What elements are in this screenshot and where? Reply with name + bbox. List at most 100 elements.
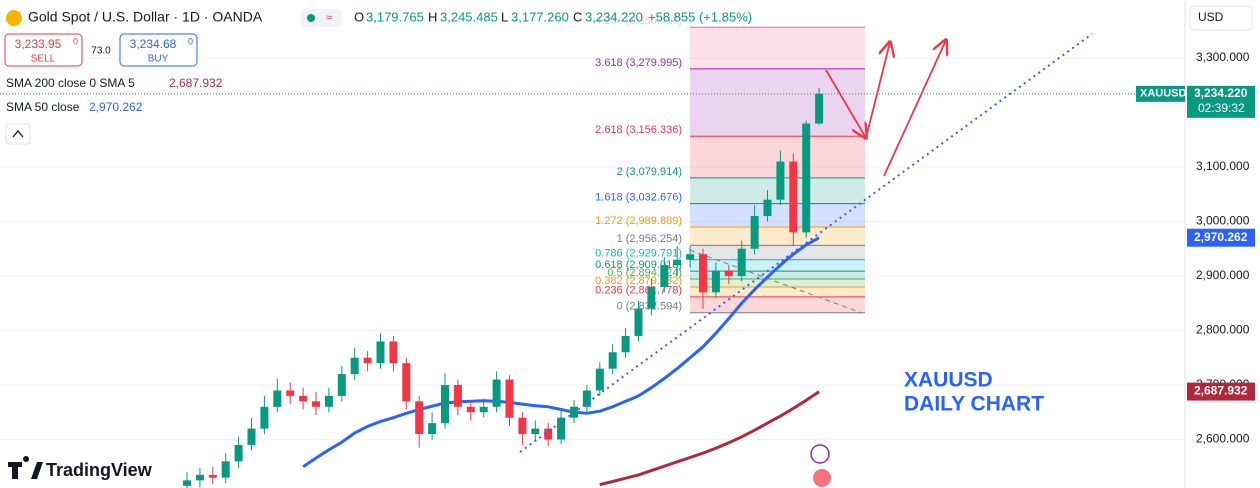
symbol-icon [6,10,22,26]
sell-price[interactable]: 3,233.95 [15,37,62,51]
candle-body [479,406,488,413]
annotation: DAILY CHART [904,393,1044,416]
y-tick-label: 3,000.000 [1196,214,1250,228]
indicator-name[interactable]: SMA 50 close [6,100,80,114]
candle-body [208,474,217,478]
candle-body [389,341,398,364]
arrow [825,69,866,138]
candle-body [466,406,475,413]
fib-label: 4.236 (3,356.418) [595,15,682,27]
candle-body [453,384,462,407]
indicator-value: 2,687.932 [169,76,223,90]
collapse-button[interactable] [5,123,31,145]
fib-band [690,259,865,272]
status-dot [307,14,315,22]
y-tick-label: 3,300.000 [1196,50,1250,64]
candle-body [699,254,707,293]
arrow [883,40,946,177]
candle-body [647,286,656,309]
candle-body [299,395,308,402]
fib-label: 2 (3,079.914) [617,166,682,178]
buy-label[interactable]: BUY [148,54,169,65]
candle-body [660,265,669,287]
candle-body [789,161,798,233]
sell-button[interactable] [4,33,83,67]
fib-label: 1.272 (2,989.889) [595,215,682,227]
fib-label: 0.786 (2,929.791) [595,248,682,260]
trendline [689,249,863,314]
fib-band [690,279,865,287]
sell-price-sup[interactable]: 0 [73,36,78,46]
currency-button[interactable] [1189,5,1253,31]
fib-label: 0.382 (2,879.832) [595,275,682,287]
fib-band [690,68,865,137]
candle-body [673,259,682,266]
buy-price[interactable]: 3,234.68 [130,37,177,51]
ohlc-label: L [501,9,508,24]
fib-label: 3.618 (3,279.995) [595,57,682,69]
sma-line [302,236,820,468]
buy-button[interactable] [119,33,198,67]
ohlc-label: H [428,9,437,24]
y-tick-label: 2,800.000 [1196,323,1250,337]
ohlc-value: 3,179.765 [366,9,424,24]
candle-body [505,379,514,418]
ohlc-value: 3,234.220 [585,9,643,24]
candle-body [763,199,772,217]
buy-price-sup[interactable]: 0 [188,36,193,46]
fib-band [690,227,865,246]
ohlc-value: 3,245.485 [440,9,498,24]
axis-label: 2,970.262 [1194,230,1248,244]
event-icon[interactable] [813,469,831,487]
candle-body [802,123,811,233]
axis-label-bg [1187,85,1255,118]
candle-body [815,93,824,124]
candle-body [273,390,282,407]
sell-label[interactable]: SELL [31,54,56,65]
ohlc-value: 3,177.260 [511,9,569,24]
fib-band [690,296,865,313]
symbol-label: XAUUSD [1140,88,1187,100]
candle-body [621,335,630,353]
collapse-icon [12,129,24,138]
y-tick-label: 2,600.000 [1196,432,1250,446]
ohlc-label: O [354,9,364,24]
fib-label: 1.618 (3,032.676) [595,192,682,204]
spread: 73.0 [91,46,111,57]
brand-logo [8,456,43,479]
fib-label: 1 (2,956.254) [617,233,682,245]
candle-body [428,423,437,435]
y-tick-label: 3,100.000 [1196,159,1250,173]
candle-body [724,270,733,276]
candle-body [312,401,320,407]
axis-label: 02:39:32 [1198,101,1245,115]
candle-body [195,474,204,481]
candle-body [776,161,785,200]
fib-label: 0.618 (2,909.016) [595,259,682,271]
annotation: XAUUSD [904,369,993,392]
event-icon[interactable] [810,444,830,464]
candle-body [595,368,604,391]
axis-label: 2,687.932 [1194,384,1248,398]
symbol-title[interactable]: Gold Spot / U.S. Dollar · 1D · OANDA [28,9,263,25]
candle-body [531,428,540,435]
indicator-name[interactable]: SMA 200 close 0 SMA 5 [6,76,135,90]
ohlc-label: C [573,9,582,24]
candle-body [363,357,372,364]
price-axis-ticks: 3,300.000 3,100.000 3,000.000 2,900.000 2,80… [1136,50,1255,446]
change: +58.855 (+1.85%) [648,9,752,24]
fib-band [690,27,865,69]
fib-label: 0.236 (2,861.778) [595,285,682,297]
candle-body [557,417,566,440]
trendline [519,33,1093,453]
candle-body [260,406,269,429]
status-icon: ≈ [326,12,332,24]
status-buttons[interactable] [301,9,341,27]
candle-body [711,270,720,293]
currency[interactable]: USD [1198,10,1224,24]
fib-label: 2.618 (3,156.336) [595,124,682,136]
candle-body [737,248,746,276]
indicator-value: 2,970.262 [89,100,143,114]
candle-body [544,428,553,440]
candle-body [582,390,591,407]
